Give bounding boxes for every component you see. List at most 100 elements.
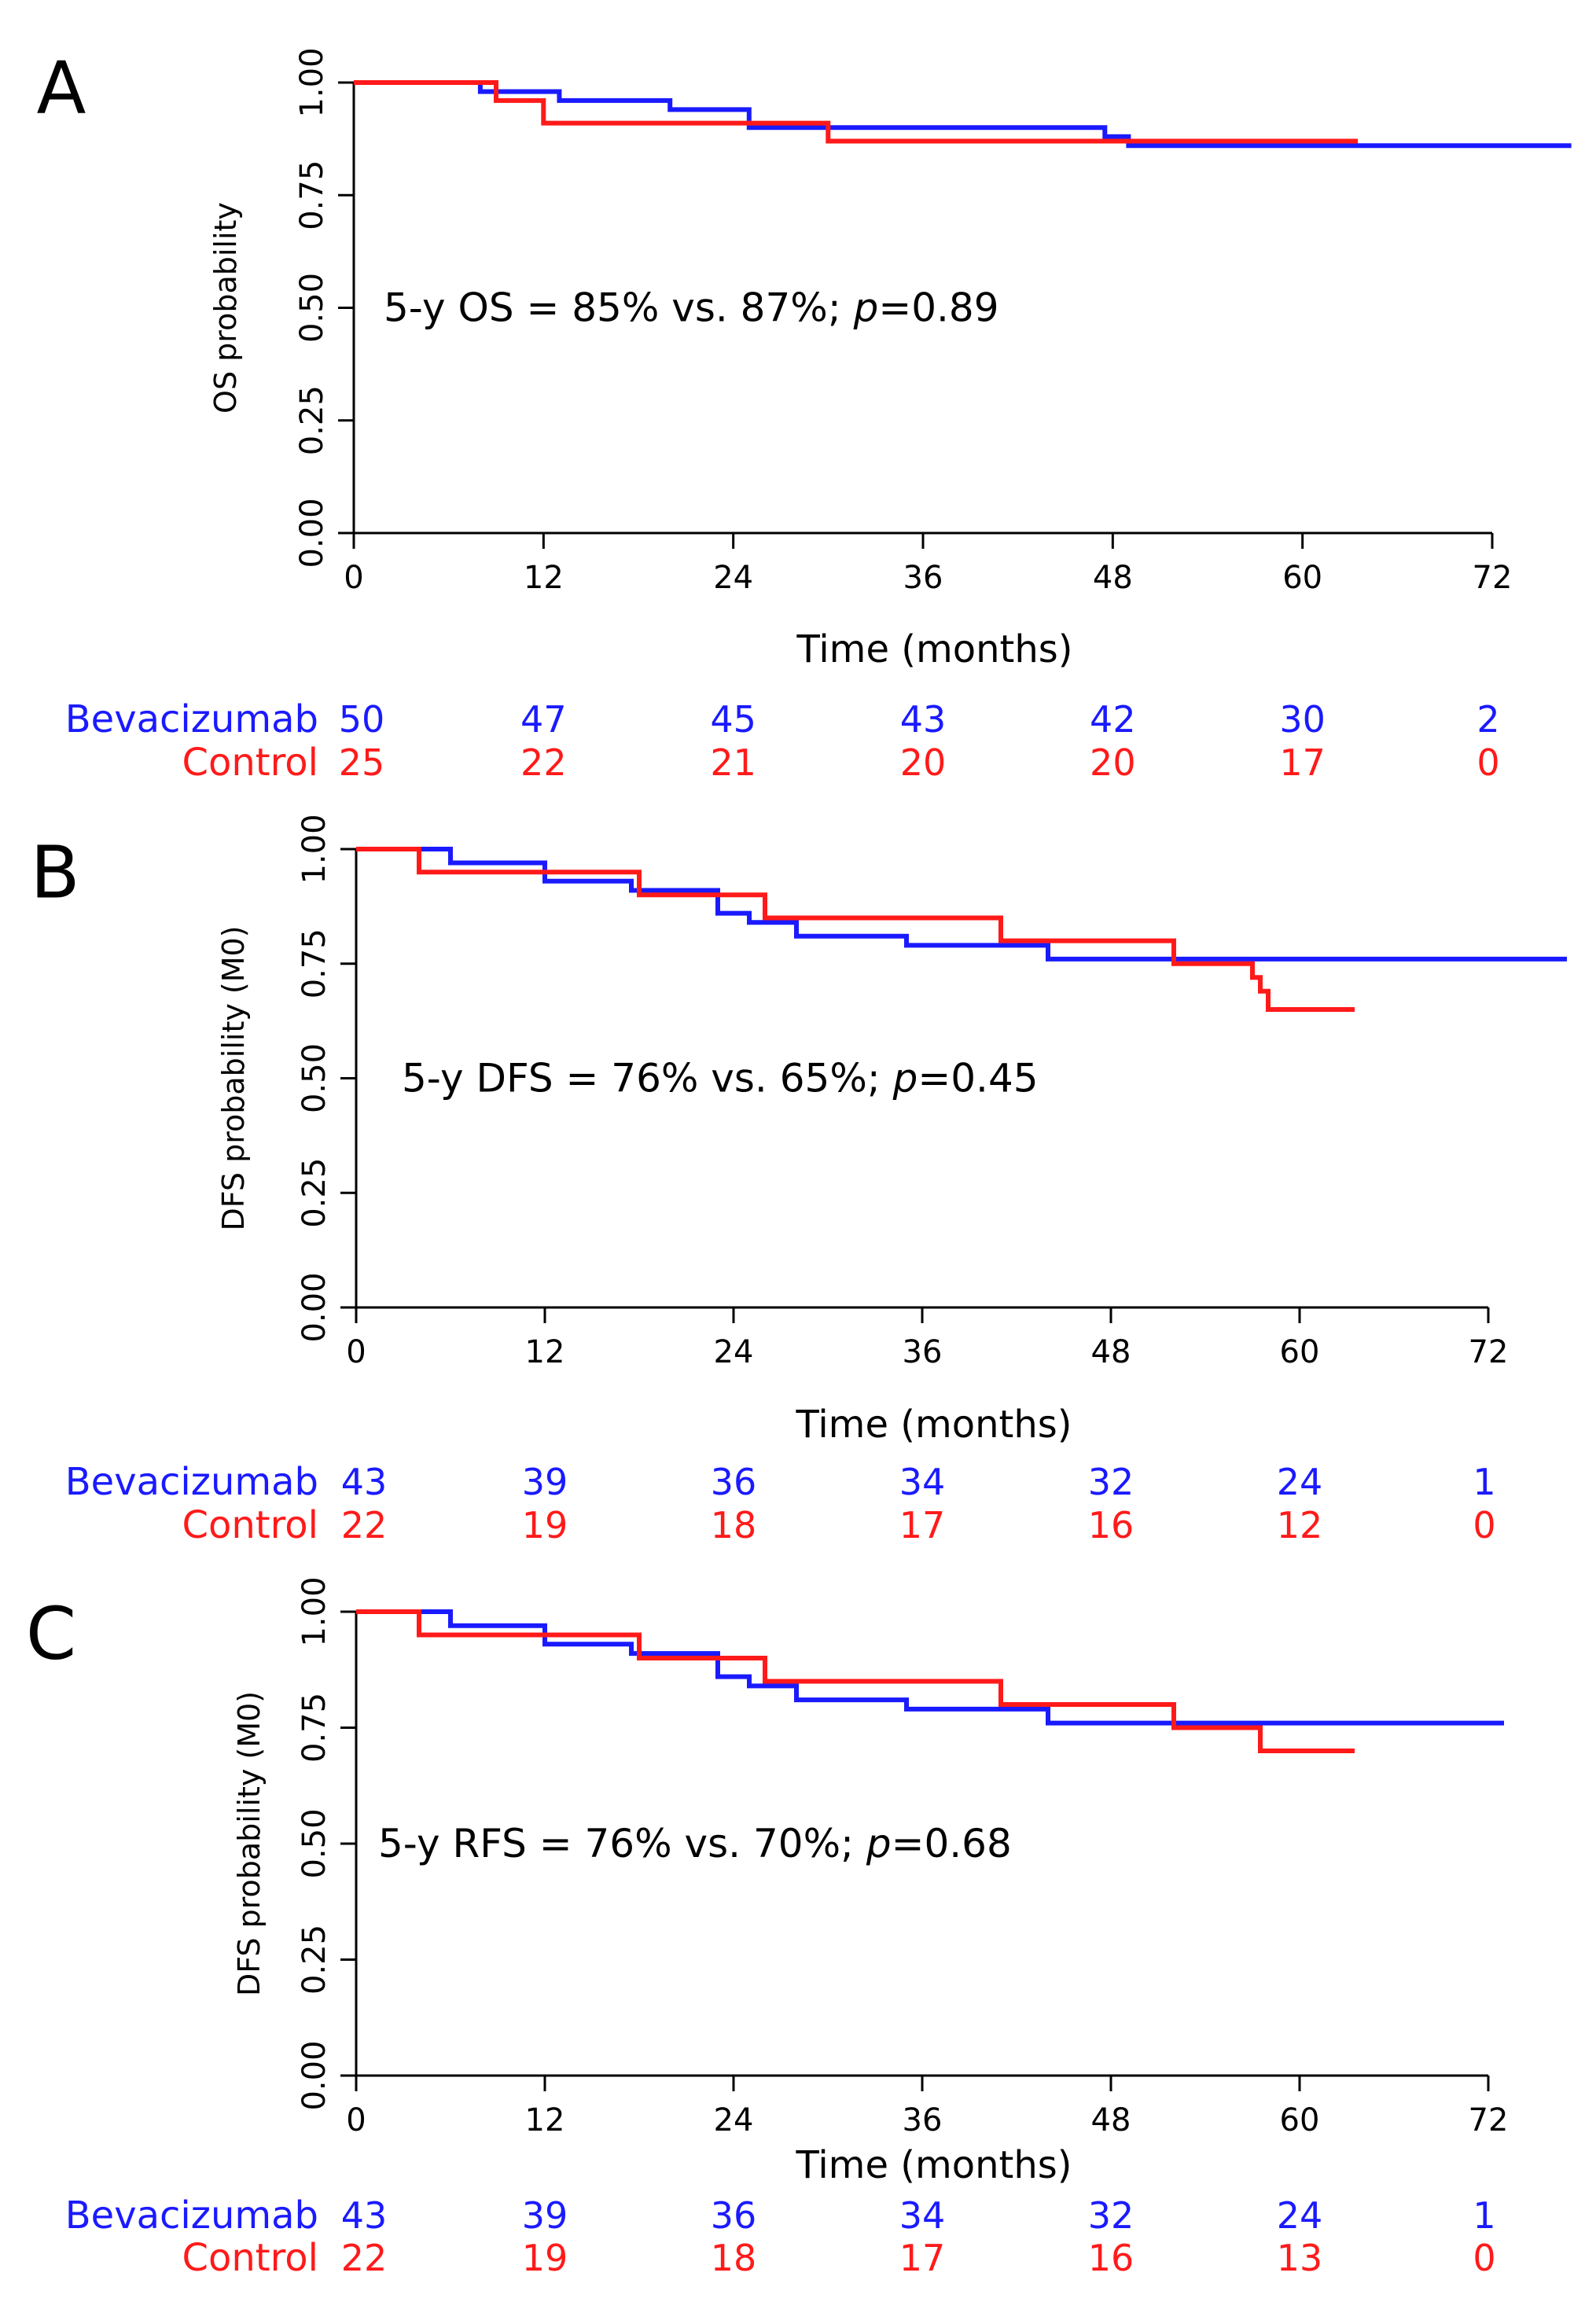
risk-count-control: 19 xyxy=(522,1504,568,1546)
risk-count-control: 22 xyxy=(341,1504,388,1546)
x-tick-label: 72 xyxy=(1469,1334,1509,1370)
annotation-text: 5-y OS = 85% vs. 87%; xyxy=(384,285,854,331)
x-tick-label: 60 xyxy=(1282,560,1322,596)
risk-count-control: 17 xyxy=(899,2237,946,2279)
risk-count-bevacizumab: 39 xyxy=(522,2194,568,2237)
panel-c: C 0 12 24 36 48 60 72 0.00 0.25 0.50 0.75 1.00 DFS pr… xyxy=(26,1576,1509,2280)
risk-row-label-control: Control xyxy=(182,741,318,785)
risk-count-bevacizumab: 32 xyxy=(1088,2194,1134,2237)
x-tick-label: 12 xyxy=(525,1334,565,1370)
y-tick-label: 0.75 xyxy=(296,929,333,998)
x-tick-label: 48 xyxy=(1093,560,1133,596)
risk-count-bevacizumab: 42 xyxy=(1090,698,1136,741)
risk-count-bevacizumab: 24 xyxy=(1277,2194,1323,2237)
risk-count-control: 16 xyxy=(1088,1504,1134,1546)
x-tick-label: 24 xyxy=(713,560,753,596)
y-tick-label: 0.75 xyxy=(294,160,330,230)
risk-row-label-bevacizumab: Bevacizumab xyxy=(65,2194,318,2238)
risk-count-control: 22 xyxy=(520,741,567,784)
y-tick-label: 0.00 xyxy=(296,1272,333,1342)
risk-count-bevacizumab: 43 xyxy=(900,698,947,741)
stats-annotation: 5-y DFS = 76% vs. 65%; p=0.45 xyxy=(402,1056,1039,1101)
risk-count-bevacizumab: 43 xyxy=(341,2194,388,2237)
series-line-bevacizumab xyxy=(356,1609,1504,1726)
y-axis-label: DFS probability (M0) xyxy=(216,925,251,1230)
x-axis-label: Time (months) xyxy=(796,1403,1072,1447)
y-axis-label: DFS probability (M0) xyxy=(232,1691,267,1996)
risk-row-label-bevacizumab: Bevacizumab xyxy=(65,1460,318,1504)
risk-count-control: 0 xyxy=(1473,2237,1495,2279)
annotation-text: 5-y DFS = 76% vs. 65%; xyxy=(402,1056,893,1101)
panel-a: A 0 12 24 36 48 60 72 0.00 0.25 0.50 0.75 1.00 OS pro… xyxy=(37,46,1572,785)
y-tick-label: 0.25 xyxy=(296,1158,333,1228)
y-tick-label: 0.75 xyxy=(296,1693,333,1763)
risk-count-control: 0 xyxy=(1476,741,1499,784)
annotation-p-symbol: p xyxy=(866,1821,892,1866)
x-tick-label: 24 xyxy=(714,1334,754,1370)
x-tick-label: 36 xyxy=(903,560,943,596)
risk-count-bevacizumab: 1 xyxy=(1473,1461,1495,1503)
series-line-bevacizumab xyxy=(354,80,1572,149)
risk-count-control: 20 xyxy=(900,741,947,784)
risk-count-bevacizumab: 39 xyxy=(522,1461,568,1503)
x-tick-label: 24 xyxy=(714,2102,754,2138)
risk-count-bevacizumab: 2 xyxy=(1476,698,1499,741)
risk-count-bevacizumab: 32 xyxy=(1088,1461,1134,1503)
panel-label: B xyxy=(30,831,79,915)
x-tick-label: 72 xyxy=(1469,2102,1509,2138)
y-tick-label: 0.00 xyxy=(296,2040,333,2110)
annotation-p-value: =0.68 xyxy=(892,1821,1012,1866)
risk-count-control: 21 xyxy=(710,741,756,784)
y-tick-label: 0.50 xyxy=(296,1808,333,1878)
series-line-bevacizumab xyxy=(356,847,1567,962)
y-tick-label: 1.00 xyxy=(294,47,330,117)
annotation-p-value: =0.45 xyxy=(918,1056,1038,1101)
risk-count-control: 25 xyxy=(339,741,385,784)
y-tick-label: 0.25 xyxy=(294,385,330,455)
risk-count-control: 17 xyxy=(1279,741,1326,784)
risk-count-control: 22 xyxy=(341,2237,388,2279)
risk-count-bevacizumab: 45 xyxy=(710,698,756,741)
risk-row-label-control: Control xyxy=(182,2236,318,2280)
x-tick-label: 0 xyxy=(346,2102,366,2138)
y-tick-label: 1.00 xyxy=(296,1576,333,1646)
x-tick-label: 12 xyxy=(524,560,564,596)
risk-count-bevacizumab: 47 xyxy=(520,698,567,741)
y-tick-label: 1.00 xyxy=(296,814,333,884)
risk-count-bevacizumab: 34 xyxy=(899,1461,946,1503)
x-tick-label: 36 xyxy=(903,2102,943,2138)
risk-count-control: 16 xyxy=(1088,2237,1134,2279)
y-axis-label: OS probability xyxy=(208,202,243,414)
risk-row-label-bevacizumab: Bevacizumab xyxy=(65,697,318,741)
risk-count-bevacizumab: 24 xyxy=(1277,1461,1323,1503)
annotation-p-symbol: p xyxy=(892,1056,918,1101)
y-tick-label: 0.25 xyxy=(296,1925,333,1995)
risk-count-control: 12 xyxy=(1277,1504,1323,1546)
x-axis-label: Time (months) xyxy=(796,2143,1072,2187)
x-tick-label: 0 xyxy=(346,1334,366,1370)
risk-count-control: 18 xyxy=(711,2237,757,2279)
risk-count-control: 18 xyxy=(711,1504,757,1546)
series-line-control xyxy=(356,1609,1355,1753)
risk-count-bevacizumab: 50 xyxy=(339,698,385,741)
risk-count-bevacizumab: 30 xyxy=(1279,698,1326,741)
x-axis-label: Time (months) xyxy=(796,627,1073,671)
series-line-control xyxy=(356,847,1355,1012)
risk-count-bevacizumab: 1 xyxy=(1473,2194,1495,2237)
risk-count-control: 20 xyxy=(1090,741,1136,784)
annotation-p-symbol: p xyxy=(853,285,879,331)
risk-count-control: 13 xyxy=(1277,2237,1323,2279)
risk-count-control: 17 xyxy=(899,1504,946,1546)
x-tick-label: 0 xyxy=(344,560,363,596)
x-tick-label: 48 xyxy=(1091,2102,1131,2138)
stats-annotation: 5-y OS = 85% vs. 87%; p=0.89 xyxy=(384,285,999,331)
y-tick-label: 0.50 xyxy=(296,1043,333,1113)
x-tick-label: 60 xyxy=(1280,2102,1320,2138)
x-tick-label: 72 xyxy=(1473,560,1513,596)
panel-label: C xyxy=(26,1592,76,1676)
panel-label: A xyxy=(37,46,86,131)
risk-count-control: 19 xyxy=(522,2237,568,2279)
risk-count-bevacizumab: 36 xyxy=(711,1461,757,1503)
